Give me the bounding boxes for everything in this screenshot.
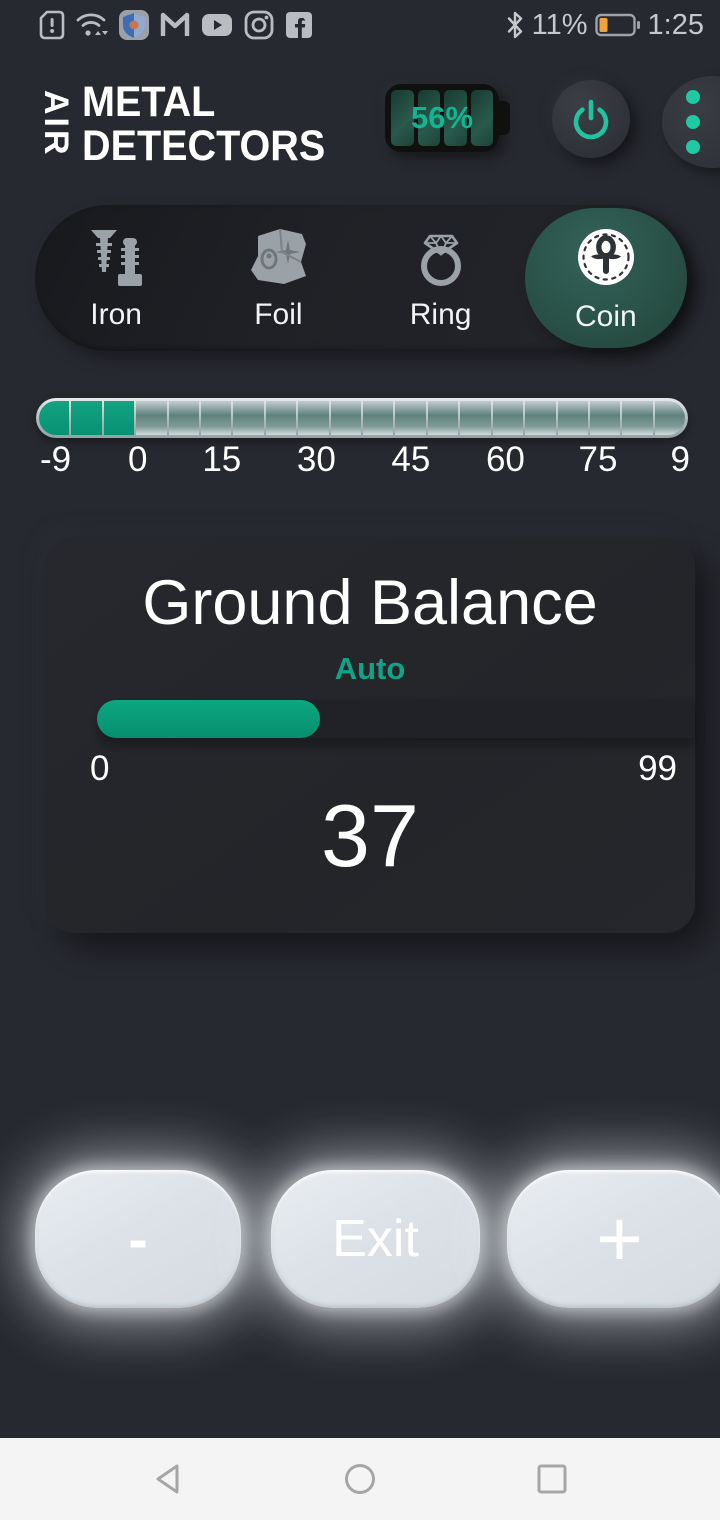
- scale-tick-label: 30: [296, 440, 336, 479]
- increase-button[interactable]: +: [507, 1170, 720, 1308]
- nav-home-icon[interactable]: [342, 1461, 378, 1497]
- nav-back-icon[interactable]: [150, 1461, 186, 1497]
- brand-title: METAL DETECTORS: [82, 80, 325, 168]
- phone-battery-percent: 11%: [531, 8, 588, 41]
- status-left-icons: [38, 9, 314, 41]
- scale-segment: [460, 401, 491, 435]
- scale-segment: [622, 401, 653, 435]
- tab-foil-label: Foil: [254, 298, 303, 331]
- tab-iron-label: Iron: [90, 298, 142, 331]
- scale-segment: [201, 401, 232, 435]
- brand-line-2: DETECTORS: [82, 122, 326, 170]
- discrimination-scale-segments: [39, 401, 685, 435]
- tab-foil[interactable]: Foil: [197, 205, 359, 351]
- scale-segment: [654, 401, 685, 435]
- scale-segment: [71, 401, 102, 435]
- ground-balance-value: 37: [321, 786, 419, 885]
- coin-icon: [577, 229, 634, 285]
- facebook-icon: [286, 12, 312, 38]
- gmail-icon: [160, 12, 190, 36]
- power-icon: [573, 99, 609, 140]
- scale-segment: [233, 401, 264, 435]
- scale-segment: [298, 401, 329, 435]
- foil-icon: [251, 228, 307, 284]
- three-dots-icon: [686, 90, 700, 154]
- brand-line-1: METAL: [82, 78, 216, 126]
- scale-segment: [589, 401, 621, 435]
- scale-tick-label: 75: [578, 440, 618, 479]
- tab-ring[interactable]: Ring: [360, 205, 522, 351]
- discrimination-scale: [36, 398, 688, 438]
- status-time: 1:25: [647, 8, 704, 41]
- exit-button[interactable]: Exit: [271, 1170, 480, 1308]
- scale-tick-label: -9: [39, 440, 72, 479]
- scale-segment: [265, 401, 297, 435]
- shield-app-icon: [119, 10, 149, 40]
- tab-ring-label: Ring: [409, 298, 472, 331]
- phone-battery-icon: [594, 13, 640, 37]
- scale-segment: [525, 401, 556, 435]
- ground-balance-min: 0: [90, 749, 110, 788]
- sim-alert-icon: [39, 10, 65, 40]
- status-bar: 11% 1:25: [0, 0, 720, 50]
- instagram-icon: [244, 10, 274, 40]
- tab-coin-label: Coin: [575, 300, 637, 333]
- scale-tick-label: 60: [485, 440, 525, 479]
- ground-balance-fill: [97, 700, 321, 738]
- ground-balance-card: Ground Balance Auto 0 99 37: [45, 537, 695, 933]
- scale-tick-label: 45: [391, 440, 431, 479]
- youtube-icon: [202, 14, 232, 36]
- scale-tick-label: 0: [127, 440, 148, 479]
- ring-icon: [420, 234, 461, 286]
- ground-balance-title: Ground Balance: [142, 568, 598, 638]
- menu-button[interactable]: [662, 76, 720, 168]
- scale-segment: [330, 401, 362, 435]
- scale-segment: [168, 401, 200, 435]
- scale-tick-label: 9: [670, 440, 690, 479]
- detector-battery-percent: 56%: [410, 100, 474, 135]
- brand-logo: AIR METAL DETECTORS: [37, 76, 346, 172]
- bluetooth-icon: [507, 11, 522, 39]
- scale-segment: [492, 401, 524, 435]
- scale-tick-label: 15: [202, 440, 242, 479]
- scale-segment: [39, 401, 70, 435]
- app-header: AIR METAL DETECTORS 56%: [0, 68, 720, 178]
- discrimination-scale-labels: -9 0 15 30 45 60 75 9: [36, 440, 690, 486]
- scale-segment: [557, 401, 588, 435]
- tab-iron[interactable]: Iron: [35, 205, 197, 351]
- wifi-icon: [76, 13, 108, 36]
- target-tab-bar: Iron Foil Ring Coin: [35, 205, 690, 351]
- nav-recents-icon[interactable]: [534, 1461, 570, 1497]
- android-nav-bar: [0, 1438, 720, 1520]
- ground-balance-mode-badge: Auto: [334, 651, 406, 686]
- tab-coin[interactable]: Coin: [524, 208, 687, 348]
- scale-segment: [363, 401, 394, 435]
- ground-balance-track: [97, 700, 695, 738]
- screws-icon: [91, 230, 143, 286]
- brand-vertical-text: AIR: [37, 90, 75, 158]
- scale-segment: [103, 401, 135, 435]
- power-button[interactable]: [552, 80, 630, 158]
- scale-segment: [136, 401, 167, 435]
- ground-balance-max: 99: [638, 749, 677, 788]
- scale-segment: [395, 401, 426, 435]
- detector-battery-indicator: 56%: [385, 84, 510, 152]
- scale-segment: [427, 401, 459, 435]
- ground-balance-minmax: 0 99: [90, 749, 677, 789]
- decrease-button[interactable]: -: [35, 1170, 241, 1308]
- status-right-cluster: 11% 1:25: [505, 9, 704, 42]
